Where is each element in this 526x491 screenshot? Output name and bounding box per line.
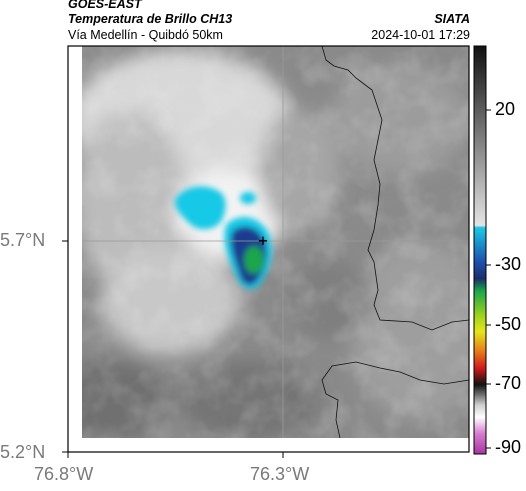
colorbar (473, 45, 487, 455)
satellite-title: GOES-EAST (68, 0, 142, 11)
timestamp-label: 2024-10-01 17:29 (371, 28, 470, 42)
location-marker: + (258, 234, 269, 249)
colorbar-tick-label: -30 (495, 254, 522, 274)
colorbar-tick-label: 20 (495, 99, 516, 119)
lon-tick-label: 76.8°W (34, 464, 94, 484)
product-title: Temperatura de Brillo CH13 (68, 12, 233, 26)
lat-tick-label: 5.7°N (0, 230, 46, 250)
route-subtitle: Vía Medellín - Quibdó 50km (68, 28, 223, 42)
boundary-line (321, 46, 469, 331)
agency-label: SIATA (434, 12, 470, 26)
colorbar-tick-label: -70 (495, 373, 522, 393)
brightness-temperature-map (82, 46, 469, 438)
colorbar-tick-label: -50 (495, 314, 522, 334)
map-frame (67, 45, 470, 453)
lat-tick-label: 5.2°N (0, 442, 46, 462)
lon-tick-label: 76.3°W (250, 464, 310, 484)
boundary-line (321, 361, 469, 438)
colorbar-tick-label: -90 (495, 437, 522, 457)
